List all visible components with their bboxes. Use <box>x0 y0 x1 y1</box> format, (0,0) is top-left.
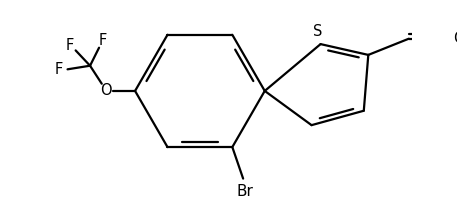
Text: Br: Br <box>236 184 253 199</box>
Text: O: O <box>101 83 112 99</box>
Text: F: F <box>66 38 74 53</box>
Text: O: O <box>453 31 457 46</box>
Text: F: F <box>54 62 63 77</box>
Text: F: F <box>99 33 107 48</box>
Text: S: S <box>313 24 323 39</box>
